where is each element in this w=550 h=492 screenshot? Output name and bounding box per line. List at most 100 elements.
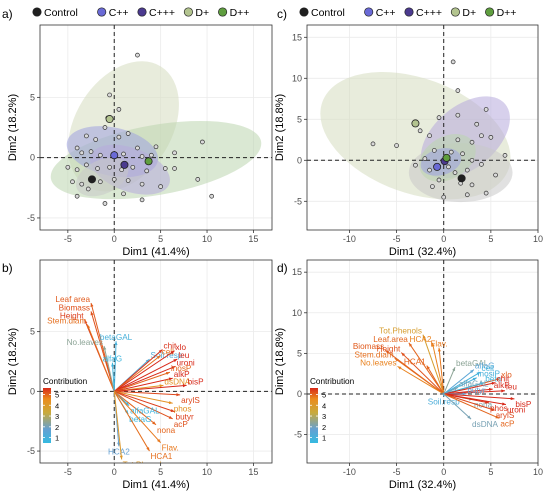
variable-label: nona bbox=[474, 401, 493, 410]
x-tick-label: -5 bbox=[393, 467, 401, 477]
loading-arrow bbox=[443, 393, 472, 420]
y-tick-label: -5 bbox=[294, 196, 302, 206]
loading-arrowhead bbox=[491, 381, 496, 385]
loading-arrowhead bbox=[87, 324, 91, 329]
loading-arrowhead bbox=[480, 382, 485, 386]
colorbar-tick-label: 3 bbox=[322, 412, 326, 421]
loading-arrow bbox=[114, 390, 173, 404]
loading-arrow bbox=[400, 352, 445, 395]
sample-point bbox=[469, 182, 475, 188]
variable-label: dsDNA bbox=[472, 420, 498, 429]
variable-label: beta bbox=[485, 375, 501, 384]
variable-label: Stem.diam bbox=[47, 316, 86, 325]
plot-area bbox=[307, 260, 538, 463]
sample-point bbox=[417, 128, 423, 134]
variable-label: alfaG bbox=[103, 355, 123, 364]
legend-swatch-C++ bbox=[97, 7, 107, 17]
loading-arrow bbox=[103, 345, 115, 392]
legend-swatch-C+++ bbox=[137, 7, 147, 17]
panel-label: c) bbox=[277, 7, 287, 21]
legend-swatch-C+++ bbox=[404, 7, 414, 17]
sample-point bbox=[149, 152, 154, 158]
sample-point bbox=[455, 137, 461, 143]
sample-point bbox=[502, 153, 508, 158]
variable-label: Leaf.area bbox=[373, 335, 408, 344]
loading-arrowhead bbox=[490, 407, 495, 411]
colorbar-tick-label: 4 bbox=[322, 401, 326, 410]
legend-swatch-Control bbox=[299, 7, 309, 17]
sample-point bbox=[455, 88, 461, 93]
loading-arrow bbox=[443, 371, 481, 395]
legend-swatch-D+ bbox=[183, 7, 193, 17]
legend-label: C++ bbox=[109, 7, 129, 19]
panel-c: -10 -5 0 5 10 -5 0 5 10 15 Dim1 (32.4%) Dim2 (18.8%… bbox=[274, 7, 543, 258]
variable-label: Height bbox=[60, 312, 84, 321]
sample-point bbox=[74, 193, 80, 199]
loading-arrow bbox=[113, 390, 157, 426]
y-tick-label: 5 bbox=[297, 348, 302, 358]
x-tick-label: 5 bbox=[488, 234, 493, 244]
loading-arrowhead bbox=[168, 377, 173, 381]
sample-point bbox=[172, 166, 177, 171]
loading-arrow bbox=[443, 393, 515, 400]
sample-point bbox=[74, 145, 80, 151]
x-tick-label: -10 bbox=[343, 467, 356, 477]
loading-arrowhead bbox=[170, 409, 175, 412]
variable-label: Tot.Phenols bbox=[379, 327, 422, 336]
centroid-Control bbox=[87, 175, 96, 184]
variable-label: inosiP bbox=[478, 370, 501, 379]
loading-arrowhead bbox=[90, 311, 94, 316]
variable-label: cell bbox=[162, 348, 174, 357]
loading-arrow bbox=[113, 341, 117, 392]
variable-label: Biomass bbox=[353, 342, 384, 351]
sample-point bbox=[93, 137, 99, 142]
loading-arrow bbox=[426, 365, 445, 395]
legend-swatch-D++ bbox=[485, 7, 495, 17]
sample-point bbox=[172, 150, 177, 156]
sample-point bbox=[448, 149, 454, 155]
x-tick-label: 10 bbox=[533, 467, 543, 477]
x-tick-label: -5 bbox=[393, 234, 401, 244]
variable-label: alkP bbox=[494, 381, 510, 390]
x-tick-label: 0 bbox=[441, 467, 446, 477]
sample-point bbox=[431, 148, 437, 153]
loading-arrowhead bbox=[470, 369, 474, 374]
y-tick-label: 0 bbox=[30, 153, 35, 163]
centroid-D+ bbox=[105, 115, 114, 124]
panel-label: b) bbox=[2, 261, 13, 275]
sample-point bbox=[370, 141, 376, 147]
loading-arrowhead bbox=[114, 341, 118, 345]
variable-label: uroni bbox=[176, 358, 194, 367]
legend-swatch-C++ bbox=[364, 7, 374, 17]
loading-arrowhead bbox=[408, 342, 413, 347]
sample-point bbox=[469, 157, 475, 163]
x-tick-label: 0 bbox=[112, 467, 117, 477]
sample-point bbox=[430, 184, 435, 189]
centroid-Control bbox=[457, 174, 466, 183]
panel-label: a) bbox=[2, 7, 13, 21]
variable-label: leu bbox=[178, 351, 189, 360]
legend-label: Control bbox=[44, 7, 78, 19]
loading-arrow bbox=[113, 350, 175, 392]
loading-arrowhead bbox=[159, 384, 164, 388]
sample-point bbox=[102, 201, 108, 206]
sample-point bbox=[111, 177, 117, 182]
loading-arrowhead bbox=[385, 350, 390, 354]
x-tick-label: 5 bbox=[488, 467, 493, 477]
sample-point bbox=[441, 194, 447, 200]
variable-label: nona bbox=[157, 426, 176, 435]
loading-arrowhead bbox=[145, 359, 150, 363]
loading-arrow bbox=[443, 382, 496, 395]
sample-point bbox=[74, 167, 80, 173]
panel-a: -5 0 5 10 15 -5 0 5 Dim1 (41.4%) Dim2 (18.2%) a) Co… bbox=[2, 7, 273, 258]
loading-arrowhead bbox=[157, 438, 161, 443]
sample-point bbox=[464, 192, 470, 198]
loading-arrowhead bbox=[502, 402, 506, 406]
loading-arrow bbox=[438, 347, 445, 395]
variable-label: cell bbox=[481, 364, 493, 373]
loading-arrowhead bbox=[119, 455, 123, 460]
sample-point bbox=[450, 59, 456, 65]
y-tick-label: 0 bbox=[297, 389, 302, 399]
